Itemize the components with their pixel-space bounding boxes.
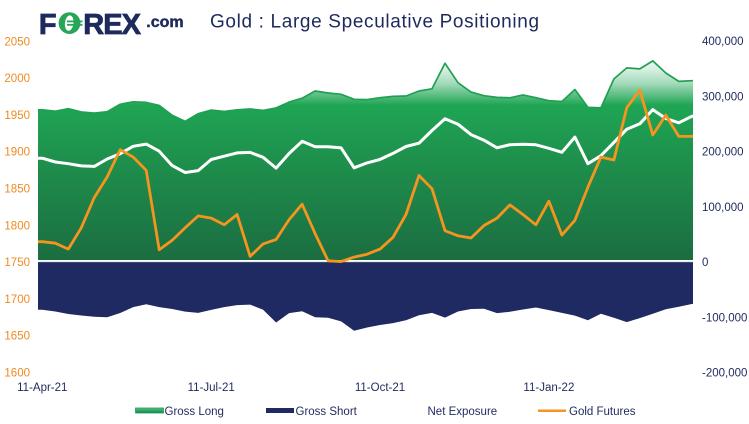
svg-text:Gross Short: Gross Short xyxy=(296,406,358,418)
svg-text:-200,000: -200,000 xyxy=(702,368,747,380)
svg-text:1800: 1800 xyxy=(4,220,30,232)
svg-text:-100,000: -100,000 xyxy=(702,312,747,324)
svg-text:Net Exposure: Net Exposure xyxy=(428,406,498,418)
svg-text:Gross Long: Gross Long xyxy=(165,406,224,418)
svg-text:1950: 1950 xyxy=(4,110,30,122)
svg-text:2050: 2050 xyxy=(4,36,30,48)
svg-text:11-Jan-22: 11-Jan-22 xyxy=(523,382,574,394)
svg-text:400,000: 400,000 xyxy=(702,36,744,48)
svg-text:.com: .com xyxy=(146,14,183,31)
svg-text:300,000: 300,000 xyxy=(702,91,744,103)
svg-text:1700: 1700 xyxy=(4,294,30,306)
svg-text:11-Apr-21: 11-Apr-21 xyxy=(17,382,67,394)
svg-text:100,000: 100,000 xyxy=(702,202,744,214)
svg-text:1650: 1650 xyxy=(4,331,30,343)
svg-text:11-Oct-21: 11-Oct-21 xyxy=(355,382,405,394)
svg-text:Gold : Large Speculative Posit: Gold : Large Speculative Positioning xyxy=(210,11,540,32)
svg-text:1600: 1600 xyxy=(4,368,30,380)
svg-text:F: F xyxy=(39,9,57,41)
svg-text:Gold Futures: Gold Futures xyxy=(569,406,636,418)
svg-text:1750: 1750 xyxy=(4,257,30,269)
svg-text:1900: 1900 xyxy=(4,147,30,159)
svg-text:0: 0 xyxy=(702,257,708,269)
svg-text:11-Jul-21: 11-Jul-21 xyxy=(188,382,235,394)
svg-text:1850: 1850 xyxy=(4,184,30,196)
svg-text:2000: 2000 xyxy=(4,73,30,85)
svg-text:200,000: 200,000 xyxy=(702,147,744,159)
svg-text:REX: REX xyxy=(83,9,141,41)
